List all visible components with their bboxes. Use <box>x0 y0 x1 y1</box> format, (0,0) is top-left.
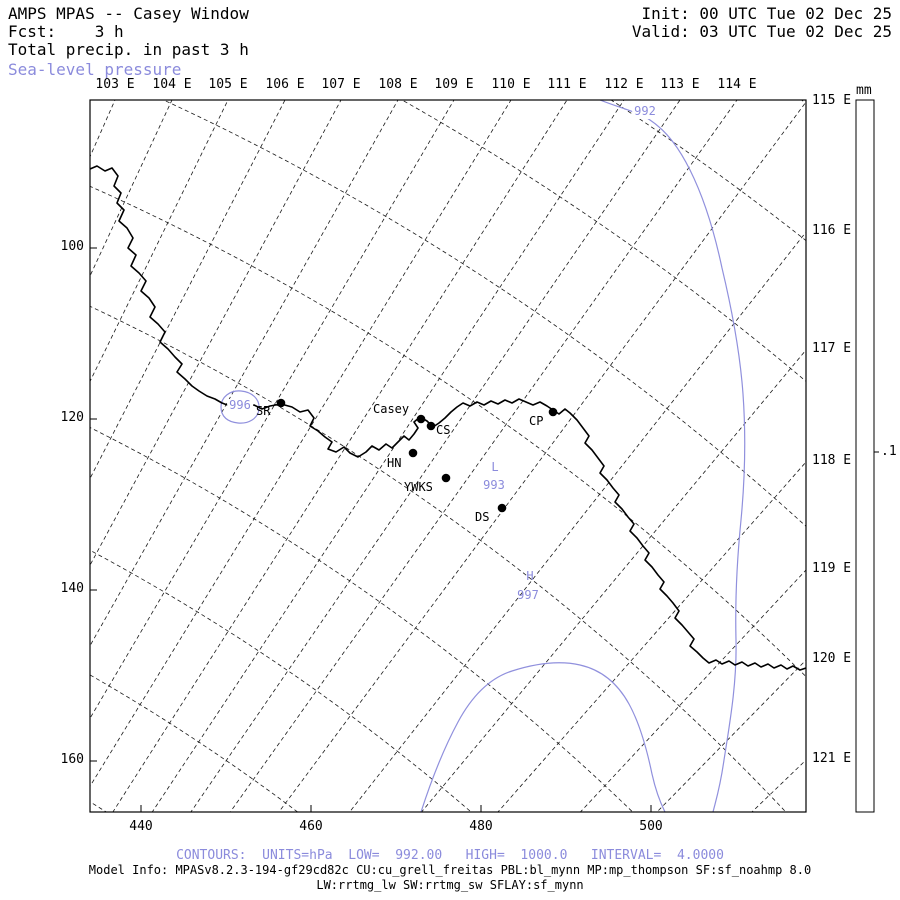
axis-label-left: 120 <box>60 410 84 425</box>
station-dot-sr <box>276 398 286 408</box>
axis-label-top: 105 E <box>208 77 248 92</box>
colorbar-unit-label: mm <box>856 83 872 98</box>
plot-title: AMPS MPAS -- Casey Window <box>8 4 249 23</box>
station-label-cs: CS <box>436 423 451 437</box>
station-dot-casey <box>416 414 426 424</box>
axis-label-right: 118 E <box>812 453 852 468</box>
axis-label-bottom: 460 <box>299 819 323 834</box>
axis-label-right: 119 E <box>812 561 852 576</box>
field-precip-line: Total precip. in past 3 h <box>8 40 249 59</box>
axis-label-top: 111 E <box>547 77 587 92</box>
station-dot-cp <box>548 407 558 417</box>
field-slp-line: Sea-level pressure <box>8 60 182 79</box>
station-label-ywks: YWKS <box>404 480 433 494</box>
colorbar <box>855 99 875 813</box>
axis-label-top: 114 E <box>717 77 757 92</box>
axis-label-top: 113 E <box>660 77 700 92</box>
axis-label-top: 103 E <box>95 77 135 92</box>
station-layer <box>276 398 558 513</box>
pressure-label-992: 992 <box>632 104 658 119</box>
axis-label-bottom: 480 <box>469 819 493 834</box>
station-dot-ywks <box>441 473 451 483</box>
axis-label-right: 121 E <box>812 751 852 766</box>
axis-ticks <box>90 247 652 812</box>
slp-contour-996 <box>420 662 666 812</box>
pressure-label-993: 993 <box>483 478 505 492</box>
valid-time-line: Valid: 03 UTC Tue 02 Dec 25 <box>631 22 892 41</box>
colorbar-tick-label: .1 <box>881 444 897 459</box>
axis-label-top: 108 E <box>378 77 418 92</box>
axis-label-right: 115 E <box>812 93 852 108</box>
station-dot-cs <box>426 421 436 431</box>
model-info-line-1: Model Info: MPASv8.2.3-194-gf29cd82c CU:… <box>88 863 812 877</box>
axis-label-bottom: 440 <box>129 819 153 834</box>
axis-label-left: 100 <box>60 239 84 254</box>
pressure-label-h: H <box>526 569 534 583</box>
axis-label-right: 116 E <box>812 223 852 238</box>
slp-contour-996-ring <box>220 390 260 424</box>
axis-label-top: 107 E <box>321 77 361 92</box>
axis-label-top: 109 E <box>434 77 474 92</box>
map-frame <box>89 99 807 813</box>
station-dot-hn <box>408 448 418 458</box>
axis-label-right: 117 E <box>812 341 852 356</box>
coastline-path <box>90 165 806 671</box>
station-dot-ds <box>497 503 507 513</box>
axis-label-top: 106 E <box>265 77 305 92</box>
init-time-line: Init: 00 UTC Tue 02 Dec 25 <box>641 4 892 23</box>
pressure-label-996: 996 <box>227 398 253 413</box>
station-label-hn: HN <box>387 456 402 470</box>
axis-label-bottom: 500 <box>639 819 663 834</box>
axis-label-top: 104 E <box>152 77 192 92</box>
station-label-cp: CP <box>529 414 544 428</box>
pressure-contour-layer <box>220 100 746 812</box>
pressure-label-997: 997 <box>517 588 539 602</box>
pressure-label-l: L <box>491 460 499 474</box>
model-info-line-2: LW:rrtmg_lw SW:rrtmg_sw SFLAY:sf_mynn <box>316 878 584 892</box>
forecast-hour-line: Fcst: 3 h <box>8 22 124 41</box>
axis-label-left: 160 <box>60 752 84 767</box>
station-label-sr: SR <box>256 404 271 418</box>
slp-contour-992 <box>599 100 746 812</box>
station-label-casey: Casey <box>373 402 410 416</box>
axis-label-right: 120 E <box>812 651 852 666</box>
axis-label-top: 110 E <box>491 77 531 92</box>
station-label-ds: DS <box>475 510 490 524</box>
axis-label-top: 112 E <box>604 77 644 92</box>
contours-info-line: CONTOURS: UNITS=hPa LOW= 992.00 HIGH= 10… <box>176 848 724 863</box>
axis-label-left: 140 <box>60 581 84 596</box>
